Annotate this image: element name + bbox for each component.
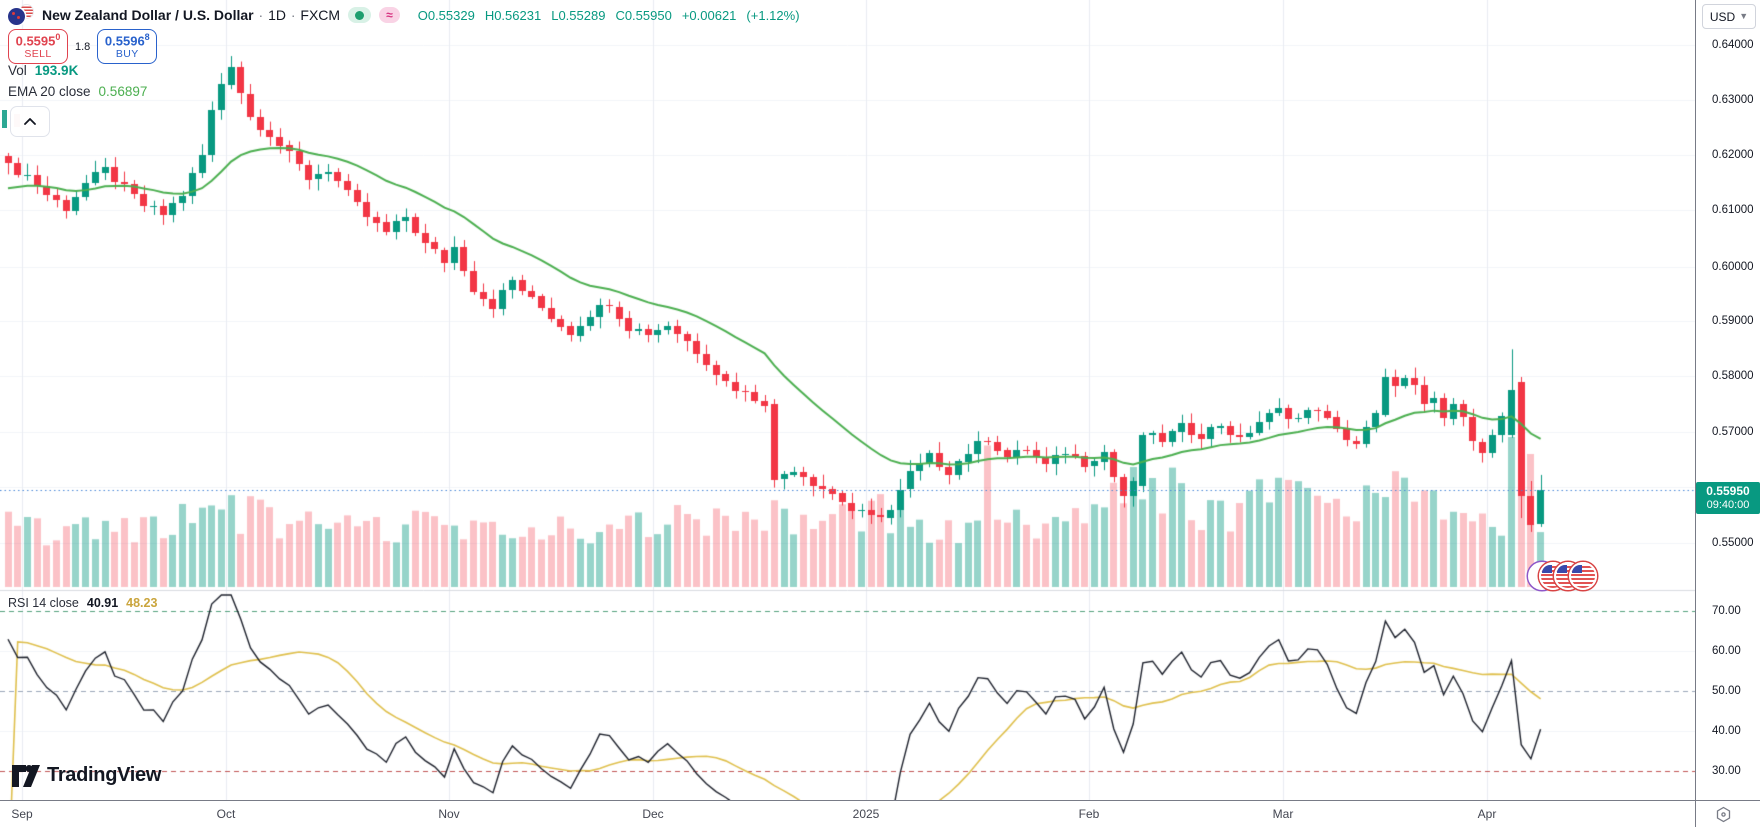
time-axis-label: Sep	[11, 807, 33, 821]
volume-legend[interactable]: Vol 193.9K	[8, 63, 79, 78]
price-axis-label: 0.57000	[1712, 426, 1754, 438]
chart-canvas[interactable]	[0, 0, 1695, 800]
economic-event-flags	[1528, 560, 1600, 590]
price-axis-label: 0.64000	[1712, 39, 1754, 51]
rsi-legend[interactable]: RSI 14 close 40.91 48.23	[8, 596, 158, 610]
price-axis-label: 0.61000	[1712, 204, 1754, 216]
time-axis-label: Oct	[216, 807, 236, 821]
ohlc-readout: O0.55329 H0.56231 L0.55289 C0.55950 +0.0…	[417, 7, 800, 23]
rsi-ma-value: 48.23	[126, 596, 158, 610]
trade-panel: 0.55950 SELL 1.8 0.55968 BUY	[8, 29, 158, 64]
axis-settings-gear-icon[interactable]	[1715, 806, 1732, 827]
interval-label: 1D	[268, 7, 286, 23]
title-separator: ·	[290, 7, 296, 23]
price-axis-border	[1695, 0, 1696, 827]
chevron-up-icon	[24, 118, 36, 125]
time-axis-label: Apr	[1477, 807, 1497, 821]
rsi-value: 40.91	[86, 596, 119, 610]
us-event-flag-icon[interactable]	[1569, 562, 1597, 590]
exchange-label: FXCM	[300, 7, 341, 23]
bar-countdown: 09:40:00	[1706, 498, 1750, 511]
price-axis-label: 0.55000	[1712, 537, 1754, 549]
tradingview-logo[interactable]: TradingView	[12, 764, 161, 787]
change-value: +0.00621	[681, 7, 737, 23]
open-value: 0.55329	[427, 7, 475, 23]
high-value: 0.56231	[494, 7, 542, 23]
time-axis-label: 2025	[852, 807, 880, 821]
price-axis-label: 0.59000	[1712, 315, 1754, 327]
market-open-dot-icon	[355, 10, 365, 20]
price-axis[interactable]: USD ▼ 0.55950 09:40:00 0.64000 0.63000 0.6…	[1696, 0, 1760, 800]
tradingview-logo-icon	[12, 764, 40, 787]
currency-selector[interactable]: USD ▼	[1702, 4, 1756, 29]
chevron-down-icon: ▼	[1739, 10, 1749, 21]
title-separator: ·	[258, 7, 264, 23]
time-axis-border	[0, 800, 1760, 801]
time-axis-label: Dec	[642, 807, 664, 821]
buy-button[interactable]: 0.55968 BUY	[97, 29, 158, 64]
collapse-pane-button[interactable]	[10, 106, 50, 137]
time-axis-label: Feb	[1078, 807, 1100, 821]
close-value: 0.55950	[624, 7, 672, 23]
price-axis-label: 60.00	[1712, 645, 1741, 657]
symbol-header: New Zealand Dollar / U.S. Dollar · 1D · …	[8, 4, 800, 26]
price-axis-label: 40.00	[1712, 725, 1741, 737]
spread-value: 1.8	[75, 40, 91, 53]
sell-button[interactable]: 0.55950 SELL	[8, 29, 68, 64]
price-axis-label: 30.00	[1712, 765, 1741, 777]
price-axis-label: 0.62000	[1712, 149, 1754, 161]
ema-value: 0.56897	[98, 84, 148, 99]
price-axis-label: 0.58000	[1712, 370, 1754, 382]
volume-value: 193.9K	[34, 63, 79, 78]
nzdusd-pair-flag-icon[interactable]	[8, 5, 34, 25]
market-status-badge[interactable]	[348, 7, 372, 23]
change-percent: (+1.12%)	[746, 7, 800, 23]
symbol-title[interactable]: New Zealand Dollar / U.S. Dollar · 1D · …	[42, 7, 341, 23]
mini-candle-decoration	[2, 110, 7, 128]
current-price: 0.55950	[1706, 483, 1750, 498]
ema-legend[interactable]: EMA 20 close 0.56897	[8, 84, 148, 99]
time-axis-label: Nov	[438, 807, 460, 821]
price-axis-label: 0.63000	[1712, 94, 1754, 106]
low-value: 0.55289	[558, 7, 606, 23]
price-axis-label: 70.00	[1712, 605, 1741, 617]
time-axis-label: Mar	[1272, 807, 1294, 821]
delayed-data-badge[interactable]: ≈	[379, 7, 400, 23]
price-axis-label: 50.00	[1712, 685, 1741, 697]
time-axis[interactable]: Sep Oct Nov Dec 2025 Feb Mar Apr	[0, 801, 1695, 827]
current-price-tag: 0.55950 09:40:00	[1696, 482, 1760, 514]
price-axis-label: 0.60000	[1712, 261, 1754, 273]
